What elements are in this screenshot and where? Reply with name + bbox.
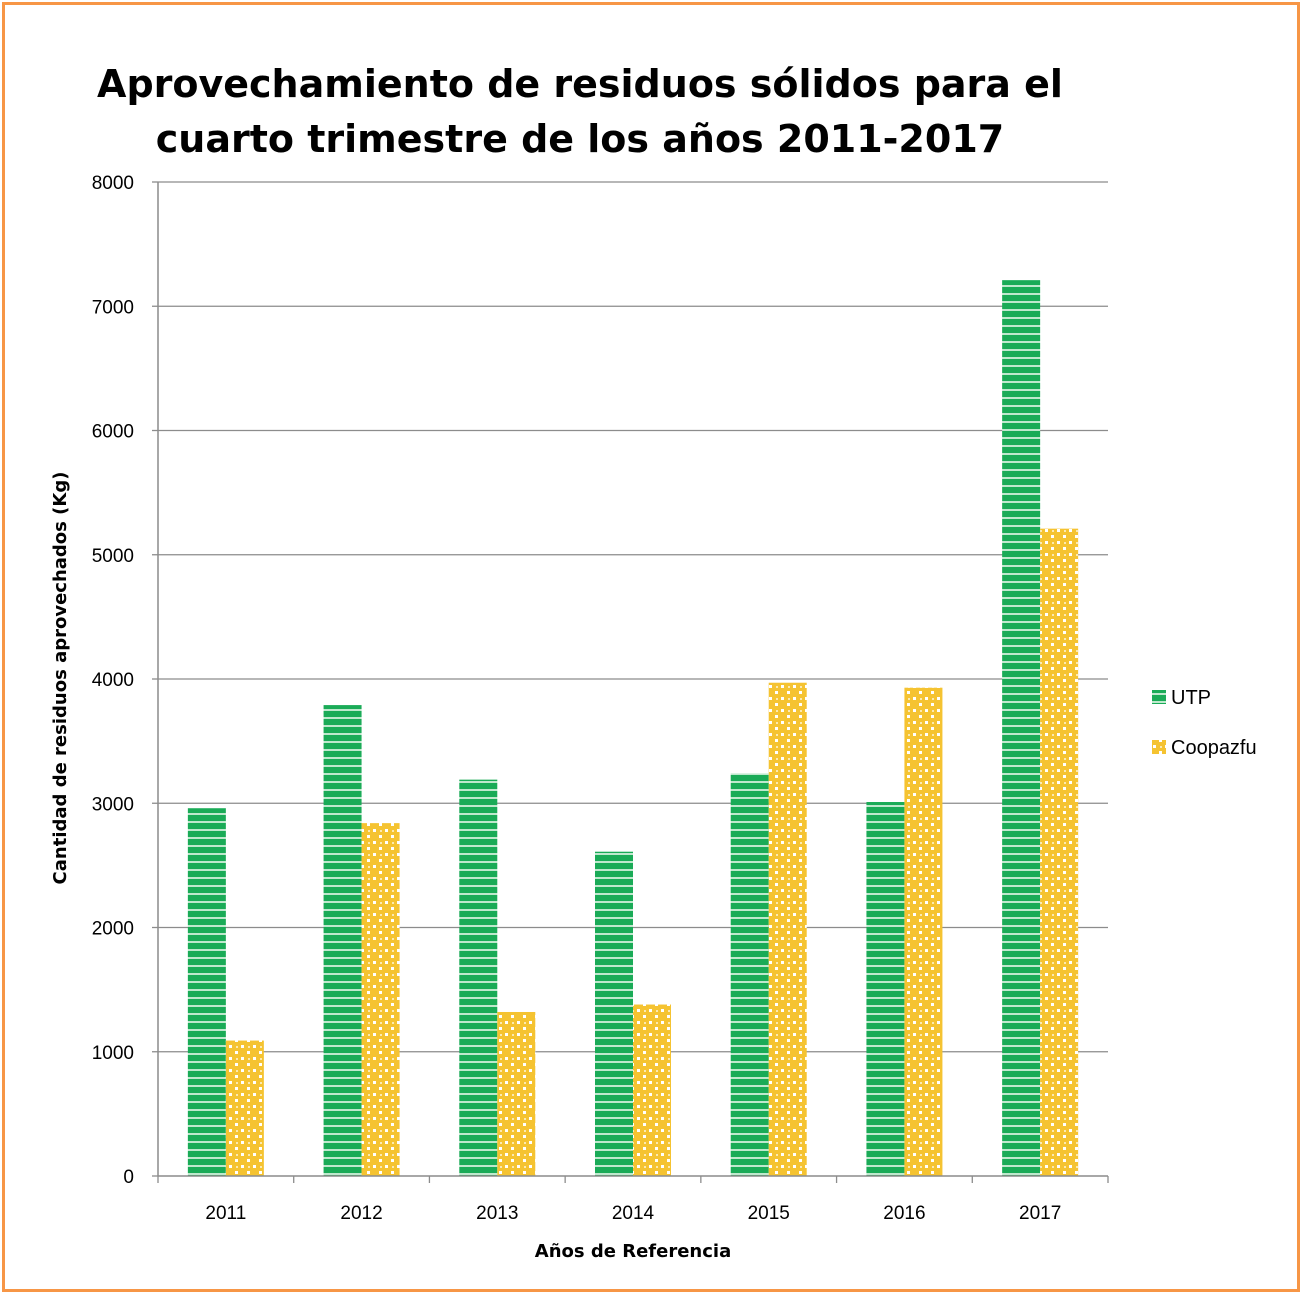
y-tick-label: 1000: [92, 1043, 134, 1064]
bar-utp-2016: [866, 802, 905, 1176]
axes: [152, 181, 1109, 1183]
bar-utp-2017: [1002, 280, 1041, 1177]
x-tick-label: 2011: [205, 1203, 246, 1224]
x-tick-label: 2012: [340, 1203, 382, 1224]
bar-coopazfu-2012: [361, 823, 400, 1176]
bar-coopazfu-2014: [633, 1004, 671, 1176]
x-tick-label: 2014: [612, 1203, 655, 1224]
y-tick-label: 2000: [92, 919, 134, 940]
y-tick-label: 5000: [92, 546, 134, 567]
y-tick-label: 7000: [92, 297, 134, 318]
chart-title-line-2: cuarto trimestre de los años 2011-2017: [156, 117, 1004, 161]
x-axis-title: Años de Referencia: [535, 1241, 731, 1262]
x-tick-label: 2017: [1019, 1203, 1061, 1224]
x-tick-label: 2015: [748, 1203, 790, 1224]
gridlines: [158, 181, 1108, 1053]
bar-coopazfu-2017: [1040, 528, 1079, 1176]
bar-utp-2013: [459, 779, 498, 1176]
x-tick-label: 2016: [883, 1203, 925, 1224]
chart-title-line-1: Aprovechamiento de residuos sólidos para…: [97, 62, 1063, 106]
bar-utp-2012: [323, 705, 362, 1176]
y-tick-labels: 0 1000 2000 3000 4000 5000 6000 7000 8000: [92, 173, 134, 1188]
bar-coopazfu-2013: [497, 1011, 536, 1176]
legend: UTP Coopazfu: [1152, 687, 1257, 759]
bar-coopazfu-2015: [768, 682, 807, 1176]
legend-swatch-utp: [1152, 690, 1166, 704]
bar-utp-2011: [187, 808, 226, 1176]
y-tick-label: 0: [123, 1167, 134, 1188]
y-tick-label: 4000: [92, 670, 134, 691]
bar-coopazfu-2011: [225, 1040, 264, 1176]
y-axis-title: Cantidad de residuos aprovechados (Kg): [50, 472, 71, 885]
bar-coopazfu-2016: [904, 687, 943, 1176]
y-tick-label: 8000: [92, 173, 134, 194]
bar-utp-2015: [730, 773, 769, 1176]
legend-swatch-coopazfu: [1152, 740, 1166, 754]
x-tick-labels: 2011 2012 2013 2014 2015 2016 2017: [205, 1203, 1061, 1224]
bars: [187, 280, 1079, 1177]
y-tick-label: 3000: [92, 794, 134, 815]
x-tick-label: 2013: [476, 1203, 518, 1224]
y-tick-label: 6000: [92, 422, 134, 443]
legend-label-coopazfu: Coopazfu: [1171, 737, 1257, 759]
bar-utp-2014: [595, 851, 633, 1176]
legend-label-utp: UTP: [1171, 687, 1211, 709]
